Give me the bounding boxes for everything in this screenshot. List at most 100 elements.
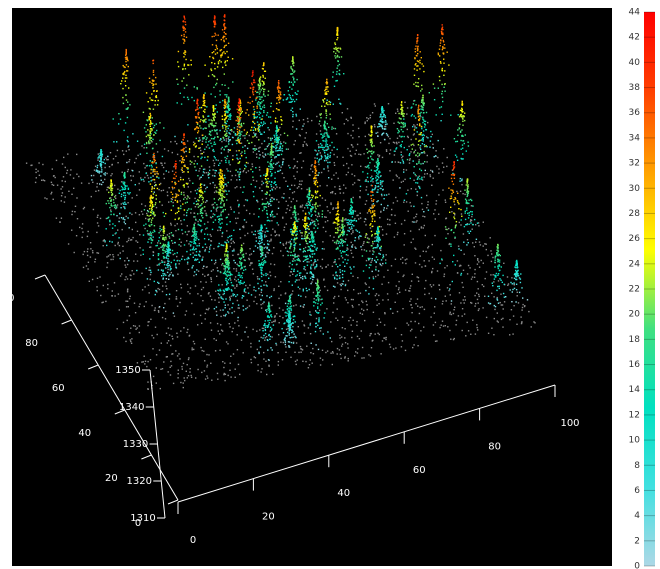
point xyxy=(226,120,228,122)
point xyxy=(259,76,262,78)
point xyxy=(238,141,240,143)
point xyxy=(336,31,338,33)
point xyxy=(314,268,316,270)
point xyxy=(464,112,466,114)
point xyxy=(220,185,222,187)
point xyxy=(296,230,298,233)
point xyxy=(277,96,279,99)
point xyxy=(212,215,214,218)
point xyxy=(384,138,386,141)
point xyxy=(410,107,412,109)
point xyxy=(224,45,226,47)
point xyxy=(423,134,425,137)
point xyxy=(249,264,251,267)
point xyxy=(222,200,224,202)
point xyxy=(153,156,156,158)
point xyxy=(345,118,348,120)
point xyxy=(229,206,232,208)
point xyxy=(365,179,367,181)
point xyxy=(394,214,396,217)
point xyxy=(443,58,445,60)
point xyxy=(160,246,162,249)
point xyxy=(167,254,169,256)
point xyxy=(468,199,470,201)
point xyxy=(331,128,333,130)
point xyxy=(188,197,191,199)
point xyxy=(368,133,370,136)
point xyxy=(322,135,324,137)
point xyxy=(219,90,221,92)
point xyxy=(420,169,423,172)
point xyxy=(264,231,266,233)
point xyxy=(209,216,212,218)
point xyxy=(403,146,405,149)
point xyxy=(219,190,222,192)
point xyxy=(214,202,216,204)
point xyxy=(298,119,300,122)
point xyxy=(397,121,399,123)
point xyxy=(443,44,446,46)
point xyxy=(318,163,320,166)
point xyxy=(276,97,278,99)
point xyxy=(213,141,216,143)
point xyxy=(124,70,126,73)
point xyxy=(148,115,150,118)
point xyxy=(165,170,167,172)
point xyxy=(413,179,415,181)
point xyxy=(306,224,309,227)
point xyxy=(295,113,297,116)
point xyxy=(370,152,373,155)
point xyxy=(325,149,327,151)
point xyxy=(96,186,98,188)
point xyxy=(277,138,279,140)
point xyxy=(278,128,280,131)
point xyxy=(180,207,182,210)
point xyxy=(258,139,260,141)
point xyxy=(226,134,228,137)
point xyxy=(155,162,157,165)
point xyxy=(353,182,356,184)
point xyxy=(245,221,248,223)
point xyxy=(214,136,216,138)
point xyxy=(347,167,350,169)
point xyxy=(219,194,222,197)
point xyxy=(225,242,227,244)
point xyxy=(369,141,372,143)
point xyxy=(371,190,373,192)
point xyxy=(148,142,150,144)
point xyxy=(194,229,196,231)
point xyxy=(327,135,330,137)
point xyxy=(196,269,198,271)
point xyxy=(161,246,163,248)
point xyxy=(278,109,280,111)
point xyxy=(431,243,433,246)
point xyxy=(325,128,327,130)
point xyxy=(155,162,157,164)
point xyxy=(79,226,81,229)
point xyxy=(150,207,153,210)
point xyxy=(327,155,329,157)
point xyxy=(350,144,353,146)
point xyxy=(224,122,226,124)
point xyxy=(126,58,129,60)
point xyxy=(178,217,180,219)
point xyxy=(239,157,241,160)
point xyxy=(194,242,196,244)
point xyxy=(217,293,220,295)
point xyxy=(291,184,293,186)
point xyxy=(314,220,316,223)
point xyxy=(195,127,197,130)
point xyxy=(414,262,417,264)
point xyxy=(203,119,205,121)
point xyxy=(402,124,405,126)
point xyxy=(195,259,198,261)
point xyxy=(183,151,185,153)
point xyxy=(413,217,415,219)
point xyxy=(139,303,141,305)
point xyxy=(264,77,266,79)
point xyxy=(374,187,376,189)
point xyxy=(187,167,189,169)
point xyxy=(183,38,186,41)
point xyxy=(182,68,184,70)
point xyxy=(294,230,297,233)
